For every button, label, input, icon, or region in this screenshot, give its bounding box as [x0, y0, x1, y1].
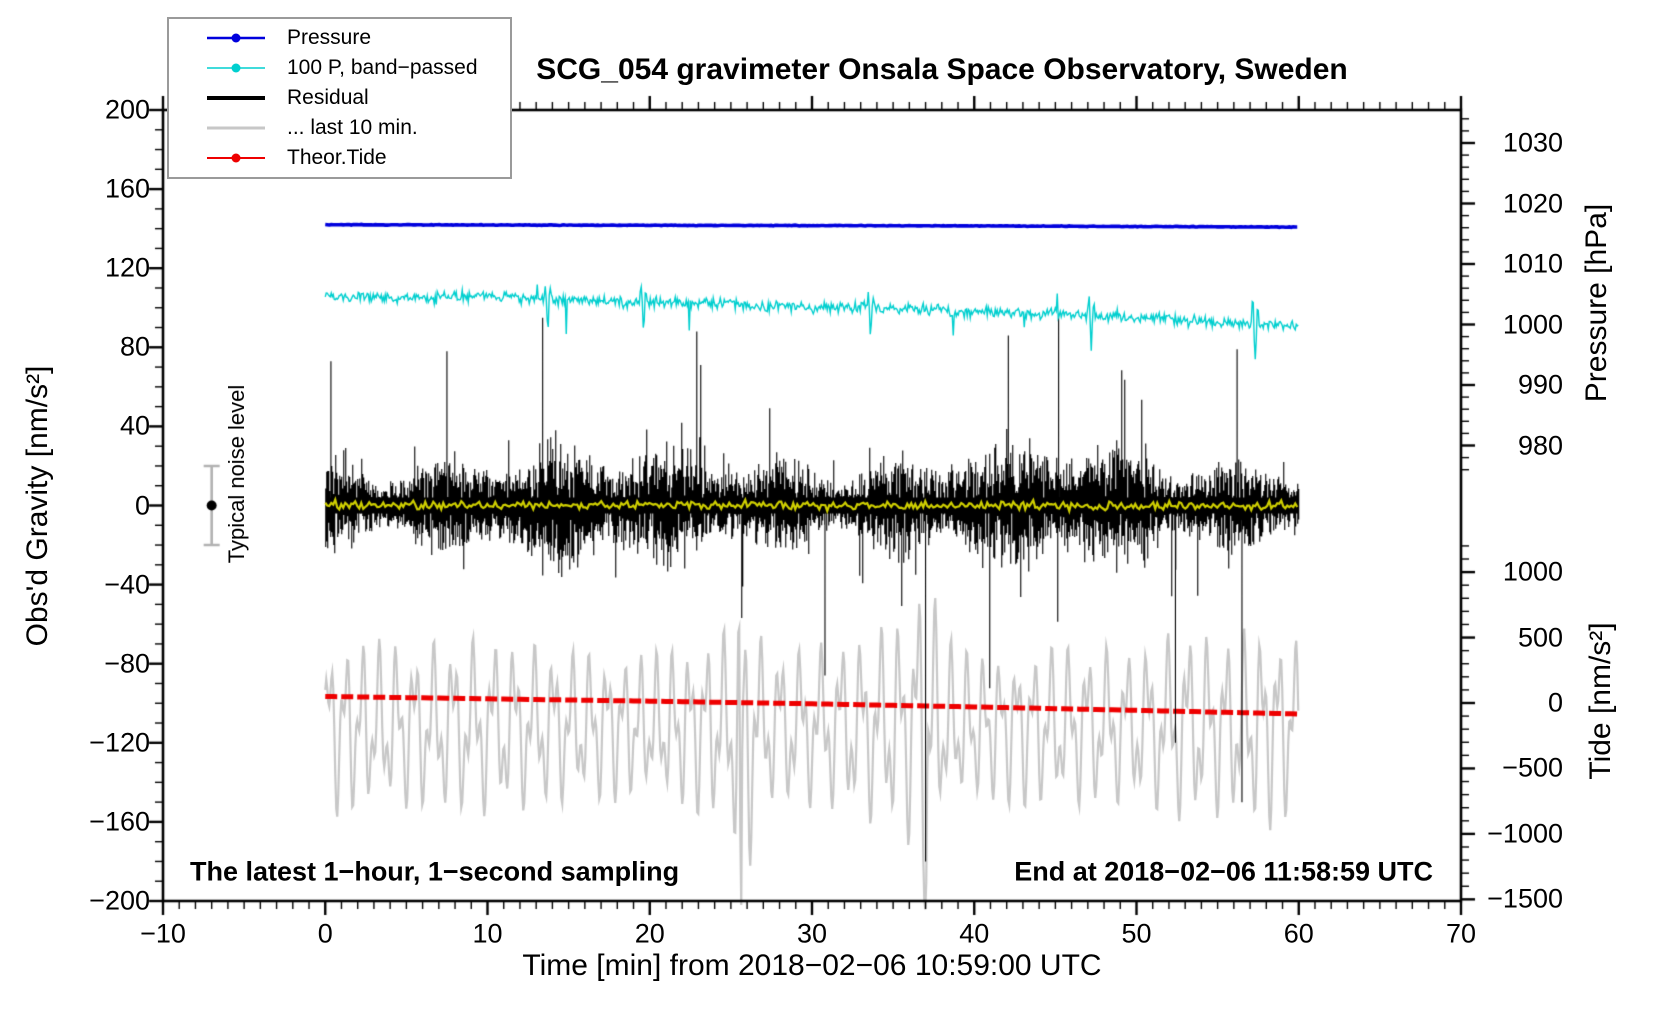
legend-item-label: Residual	[287, 86, 369, 109]
legend-item-residual: Residual	[205, 84, 510, 112]
pressure-tick-label: 1000	[1502, 309, 1563, 339]
tide-axis-label: Tide [nm/s²]	[1584, 622, 1617, 780]
tide-tick-label: −1000	[1487, 818, 1563, 849]
gravity-tick-label: 160	[104, 173, 150, 204]
sampling-annotation: The latest 1−hour, 1−second sampling	[190, 856, 680, 887]
pressure-tick-label: 980	[1517, 430, 1563, 460]
pressure-axis-label: Pressure [hPa]	[1580, 203, 1613, 403]
gravity-tick-label: −120	[89, 727, 150, 758]
legend-item-label: ... last 10 min.	[287, 116, 418, 139]
x-tick-label: 0	[317, 918, 333, 949]
tide-tick-label: −500	[1502, 752, 1563, 783]
gravity-tick-label: −80	[104, 648, 150, 679]
legend-band-passed-line-icon	[207, 63, 265, 73]
x-tick-label: 60	[1283, 918, 1314, 949]
tide-tick-label: −1500	[1487, 883, 1563, 914]
legend-last-10-min-line-icon	[207, 126, 265, 130]
gravity-axis-label: Obs'd Gravity [nm/s²]	[21, 365, 54, 647]
legend-item-band-passed: 100 P, band−passed	[205, 54, 510, 82]
legend-item-pressure: Pressure	[205, 24, 510, 52]
x-tick-label: −10	[140, 918, 186, 949]
legend-theor-tide-line-icon	[207, 153, 265, 163]
pressure-tick-label: 1030	[1502, 127, 1563, 158]
x-tick-label: 10	[472, 918, 503, 949]
x-tick-label: 20	[634, 918, 665, 949]
legend-item-label: Theor.Tide	[287, 146, 387, 169]
gravity-tick-label: 120	[104, 252, 150, 283]
legend-item-last-10-min: ... last 10 min.	[205, 114, 510, 142]
tide-tick-label: 0	[1547, 687, 1563, 718]
chart-title: SCG_054 gravimeter Onsala Space Observat…	[536, 53, 1348, 86]
gravity-tick-label: −200	[89, 885, 150, 916]
gravity-tick-label: 200	[104, 94, 150, 125]
pressure-tick-label: 990	[1517, 369, 1563, 400]
legend-item-label: 100 P, band−passed	[287, 56, 478, 79]
tide-tick-label: 1000	[1502, 556, 1563, 587]
gravity-tick-label: 80	[119, 331, 150, 362]
legend-pressure-line-icon	[207, 33, 265, 43]
legend: Pressure 100 P, band−passed Residual ... la…	[167, 17, 512, 179]
legend-residual-line-icon	[207, 96, 265, 100]
legend-item-theor-tide: Theor.Tide	[205, 144, 510, 172]
pressure-tick-label: 1020	[1502, 188, 1563, 218]
noise-level-label: Typical noise level	[224, 384, 249, 564]
x-tick-label: 50	[1121, 918, 1152, 949]
gravity-tick-label: 0	[134, 490, 150, 520]
x-tick-label: 70	[1445, 918, 1477, 949]
gravity-tick-label: −40	[104, 569, 150, 600]
end-time-annotation: End at 2018−02−06 11:58:59 UTC	[1014, 856, 1433, 887]
gravity-tick-label: 40	[119, 410, 150, 441]
pressure-tick-label: 1010	[1502, 248, 1563, 279]
legend-item-label: Pressure	[287, 26, 372, 49]
gravity-tick-label: −160	[89, 806, 150, 837]
x-tick-label: 40	[959, 918, 990, 949]
tide-tick-label: 500	[1517, 622, 1563, 653]
x-tick-label: 30	[796, 918, 828, 949]
x-axis-label: Time [min] from 2018−02−06 10:59:00 UTC	[522, 949, 1102, 982]
